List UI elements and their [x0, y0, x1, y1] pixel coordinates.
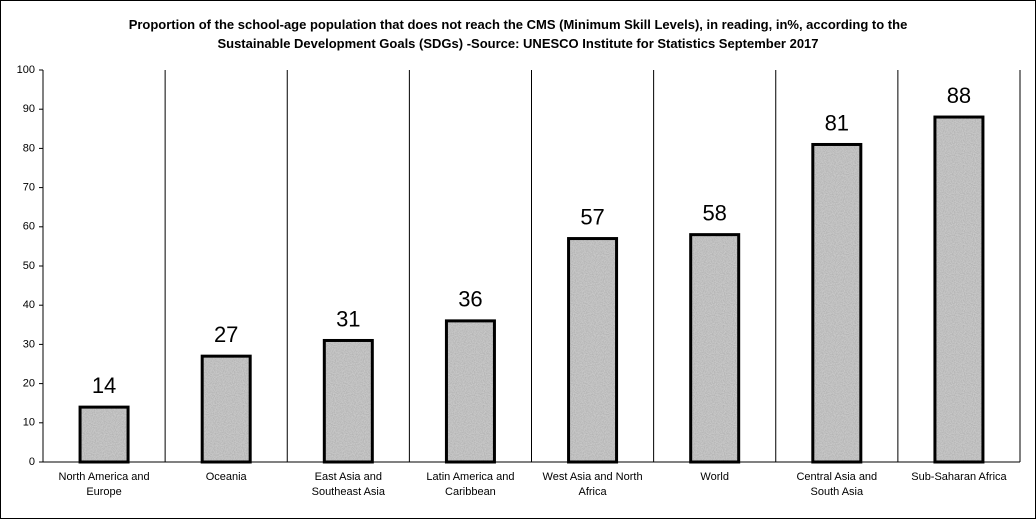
data-label: 31: [336, 306, 360, 331]
y-tick-label: 100: [17, 64, 35, 76]
bar: [689, 233, 741, 464]
y-tick-label: 50: [23, 260, 35, 272]
data-label: 57: [580, 204, 604, 229]
x-tick-label: Latin America and Caribbean: [426, 471, 515, 498]
bar: [811, 142, 863, 464]
x-tick-label: North America and Europe: [58, 471, 150, 498]
data-label: 58: [702, 200, 726, 225]
y-tick-label: 20: [23, 378, 35, 390]
data-label: 36: [458, 287, 482, 312]
data-label: 81: [825, 110, 849, 135]
bar: [444, 319, 496, 464]
bar: [78, 405, 130, 464]
y-tick-label: 60: [23, 221, 35, 233]
x-tick-label: Sub-Saharan Africa: [911, 471, 1007, 483]
data-label: 88: [947, 83, 971, 108]
bar: [200, 354, 252, 464]
y-tick-label: 10: [23, 417, 35, 429]
chart-title: Proportion of the school-age population …: [128, 17, 908, 51]
y-tick-label: 0: [29, 456, 35, 468]
bar: [567, 237, 619, 464]
bar: [933, 115, 985, 464]
x-tick-label: World: [700, 471, 729, 483]
x-tick-label: West Asia and North Africa: [542, 471, 643, 498]
x-tick-label: Central Asia and South Asia: [796, 471, 878, 498]
y-tick-label: 30: [23, 338, 35, 350]
x-tick-label: East Asia and Southeast Asia: [311, 471, 385, 498]
bar: [322, 338, 374, 464]
data-label: 27: [214, 322, 238, 347]
y-tick-label: 80: [23, 142, 35, 154]
y-tick-label: 90: [23, 103, 35, 115]
x-tick-label: Oceania: [205, 471, 247, 483]
y-tick-label: 70: [23, 182, 35, 194]
data-label: 14: [92, 373, 116, 398]
y-tick-label: 40: [23, 299, 35, 311]
